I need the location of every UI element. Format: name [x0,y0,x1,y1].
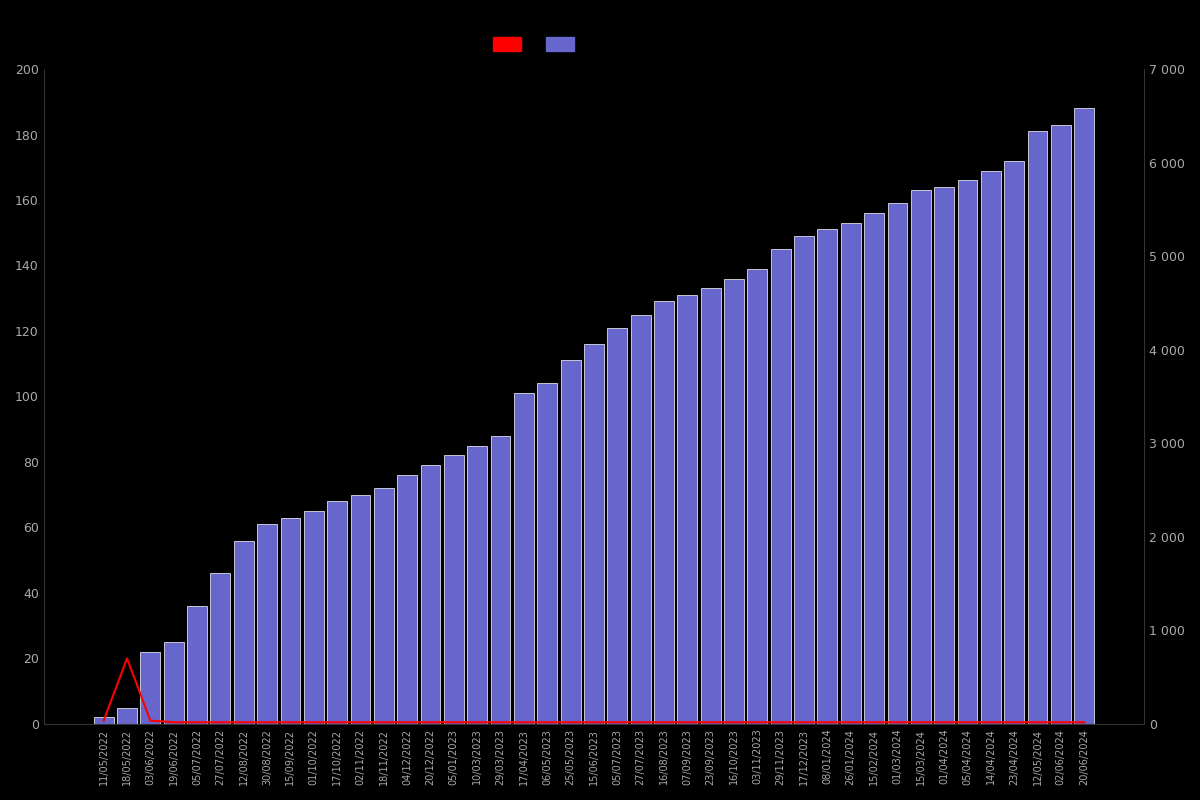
Bar [841,223,860,724]
Bar [538,383,557,724]
Bar [701,288,720,724]
Bar [444,455,463,724]
Bar [817,230,838,724]
Bar [467,446,487,724]
Bar [328,502,347,724]
Bar [94,718,114,724]
Bar [607,328,628,724]
Bar [420,466,440,724]
Bar [935,187,954,724]
Bar [654,302,674,724]
Bar [140,652,161,724]
Bar [631,314,650,724]
Bar [911,190,931,724]
Bar [1004,161,1024,724]
Bar [118,707,137,724]
Bar [748,269,767,724]
Bar [163,642,184,724]
Bar [888,203,907,724]
Bar [677,295,697,724]
Bar [1027,131,1048,724]
Bar [304,511,324,724]
Bar [374,488,394,724]
Bar [210,574,230,724]
Bar [514,393,534,724]
Bar [234,541,253,724]
Bar [794,236,814,724]
Bar [1051,125,1070,724]
Bar [1074,108,1094,724]
Bar [724,278,744,724]
Bar [770,249,791,724]
Bar [187,606,206,724]
Bar [560,361,581,724]
Legend: , : , [493,37,584,51]
Bar [864,213,884,724]
Bar [958,180,977,724]
Bar [257,524,277,724]
Bar [350,494,371,724]
Bar [980,170,1001,724]
Bar [491,436,510,724]
Bar [584,344,604,724]
Bar [281,518,300,724]
Bar [397,475,418,724]
